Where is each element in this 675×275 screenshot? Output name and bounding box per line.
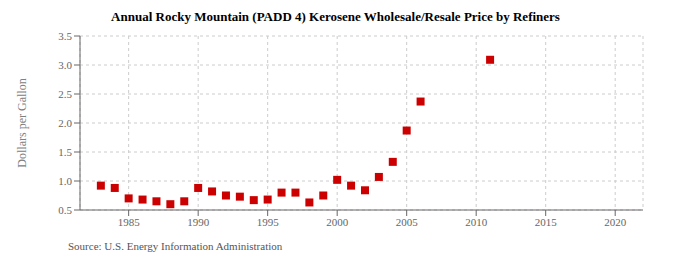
html-text:Annual Rocky Mountain (PADD 4): Annual Rocky Mountain (PADD 4) Kerosene … (111, 9, 560, 24)
svg-text:2.0: 2.0 (58, 117, 72, 129)
svg-text:1985: 1985 (118, 216, 141, 228)
svg-text:1990: 1990 (187, 216, 210, 228)
svg-text:1.5: 1.5 (58, 146, 72, 158)
svg-text:2020: 2020 (604, 216, 627, 228)
html-text:Source: U.S. Energy Informatio: Source: U.S. Energy Information Administ… (68, 240, 283, 252)
svg-text:2015: 2015 (535, 216, 558, 228)
svg-text:2000: 2000 (326, 216, 349, 228)
svg-text:2010: 2010 (465, 216, 488, 228)
svg-text:2.5: 2.5 (58, 88, 72, 100)
svg-text:Dollars per Gallon: Dollars per Gallon (15, 78, 29, 167)
svg-text:2005: 2005 (396, 216, 419, 228)
svg-text:3.0: 3.0 (58, 59, 72, 71)
svg-text:1995: 1995 (257, 216, 280, 228)
svg-text:1.0: 1.0 (58, 175, 72, 187)
svg-text:3.5: 3.5 (58, 30, 72, 42)
svg-text:0.5: 0.5 (58, 204, 72, 216)
